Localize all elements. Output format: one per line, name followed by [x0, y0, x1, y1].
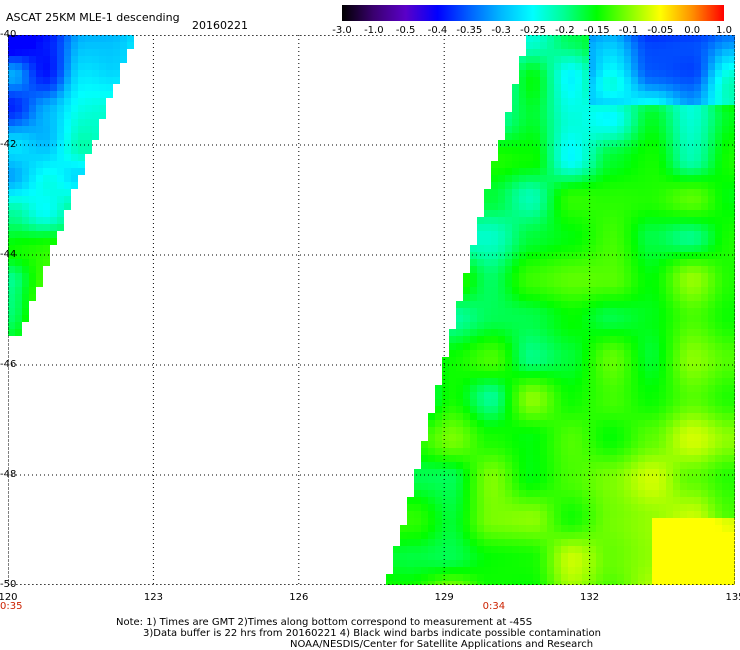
colorbar-label: -0.5	[395, 25, 416, 36]
pass-time-label: 0:35	[0, 601, 23, 612]
lat-tick-label: -48	[0, 469, 17, 480]
lat-tick-label: -44	[0, 249, 17, 260]
colorbar-label: -0.35	[456, 25, 483, 36]
lat-tick-label: -40	[0, 29, 17, 40]
colorbar	[342, 5, 724, 21]
colorbar-label: -0.3	[491, 25, 511, 36]
colorbar-label: -3.0	[332, 25, 352, 36]
lon-tick-label: 135	[725, 592, 740, 603]
lat-tick-label: -42	[0, 139, 17, 150]
colorbar-label: -0.05	[647, 25, 674, 36]
map-title: ASCAT 25KM MLE-1 descending	[6, 11, 180, 24]
lon-tick-label: 132	[580, 592, 600, 603]
colorbar-label: -0.15	[583, 25, 610, 36]
lon-tick-label: 126	[289, 592, 309, 603]
lon-tick-label: 129	[434, 592, 454, 603]
lon-tick-label: 123	[143, 592, 163, 603]
colorbar-label: 0.0	[684, 25, 701, 36]
colorbar-label: 1.0	[716, 25, 732, 36]
colorbar-label: -0.2	[555, 25, 575, 36]
lat-tick-label: -50	[0, 579, 17, 590]
note-line-1: Note: 1) Times are GMT 2)Times along bot…	[116, 617, 533, 628]
colorbar-label: -0.1	[618, 25, 639, 36]
pass-time-label: 0:34	[482, 601, 506, 612]
colorbar-label: -0.25	[520, 25, 546, 36]
map-date: 20160221	[192, 19, 248, 32]
colorbar-label: -0.4	[427, 25, 448, 36]
note-line-2: 3)Data buffer is 22 hrs from 20160221 4)…	[143, 628, 601, 639]
lat-tick-label: -46	[0, 359, 17, 370]
swath-map	[8, 35, 735, 585]
note-line-3: NOAA/NESDIS/Center for Satellite Applica…	[290, 639, 594, 650]
colorbar-label: -1.0	[364, 25, 384, 36]
lon-tick-label: 120	[0, 592, 18, 603]
